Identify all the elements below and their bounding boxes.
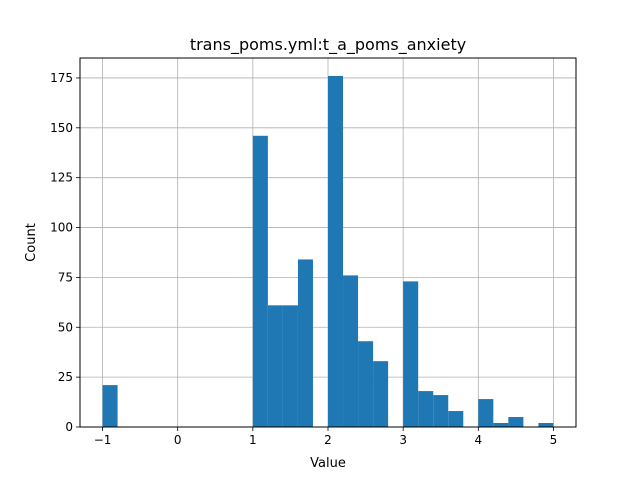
histogram-bar — [102, 385, 118, 427]
histogram-bar — [282, 305, 298, 427]
y-tick-label: 50 — [58, 320, 73, 334]
histogram-bar — [343, 275, 359, 427]
x-tick-label: −1 — [94, 433, 112, 447]
y-tick-label: 150 — [50, 121, 73, 135]
histogram-bar — [328, 75, 344, 427]
histogram-bar — [403, 281, 419, 427]
histogram-bar — [493, 423, 509, 427]
histogram-bar — [267, 305, 283, 427]
y-axis-label: Count — [24, 223, 39, 262]
histogram-bar — [538, 423, 554, 427]
histogram-bar — [448, 411, 464, 427]
y-tick-label: 175 — [50, 71, 73, 85]
y-tick-label: 75 — [58, 270, 73, 284]
histogram-bar — [418, 391, 434, 427]
histogram-bar — [433, 395, 449, 427]
y-tick-label: 0 — [65, 420, 73, 434]
x-tick-label: 3 — [399, 433, 407, 447]
y-tick-label: 100 — [50, 221, 73, 235]
histogram-bar — [478, 399, 494, 427]
histogram-bar — [508, 417, 524, 427]
x-tick-label: 5 — [550, 433, 558, 447]
y-tick-label: 125 — [50, 171, 73, 185]
histogram-bar — [358, 341, 374, 427]
y-axis-ticks: 0 25 50 75 100 125 150 175 — [50, 71, 80, 434]
histogram-bar — [252, 135, 268, 427]
x-tick-label: 1 — [249, 433, 257, 447]
histogram-bar — [297, 259, 313, 427]
x-tick-label: 0 — [174, 433, 182, 447]
x-axis-label: Value — [310, 456, 346, 471]
histogram-bar — [373, 361, 389, 427]
histogram-bars — [102, 75, 554, 427]
x-tick-label: 4 — [474, 433, 482, 447]
y-tick-label: 25 — [58, 370, 73, 384]
x-tick-label: 2 — [324, 433, 332, 447]
x-axis-ticks: −1 0 1 2 3 4 5 — [94, 427, 558, 447]
chart-title: trans_poms.yml:t_a_poms_anxiety — [190, 35, 466, 55]
